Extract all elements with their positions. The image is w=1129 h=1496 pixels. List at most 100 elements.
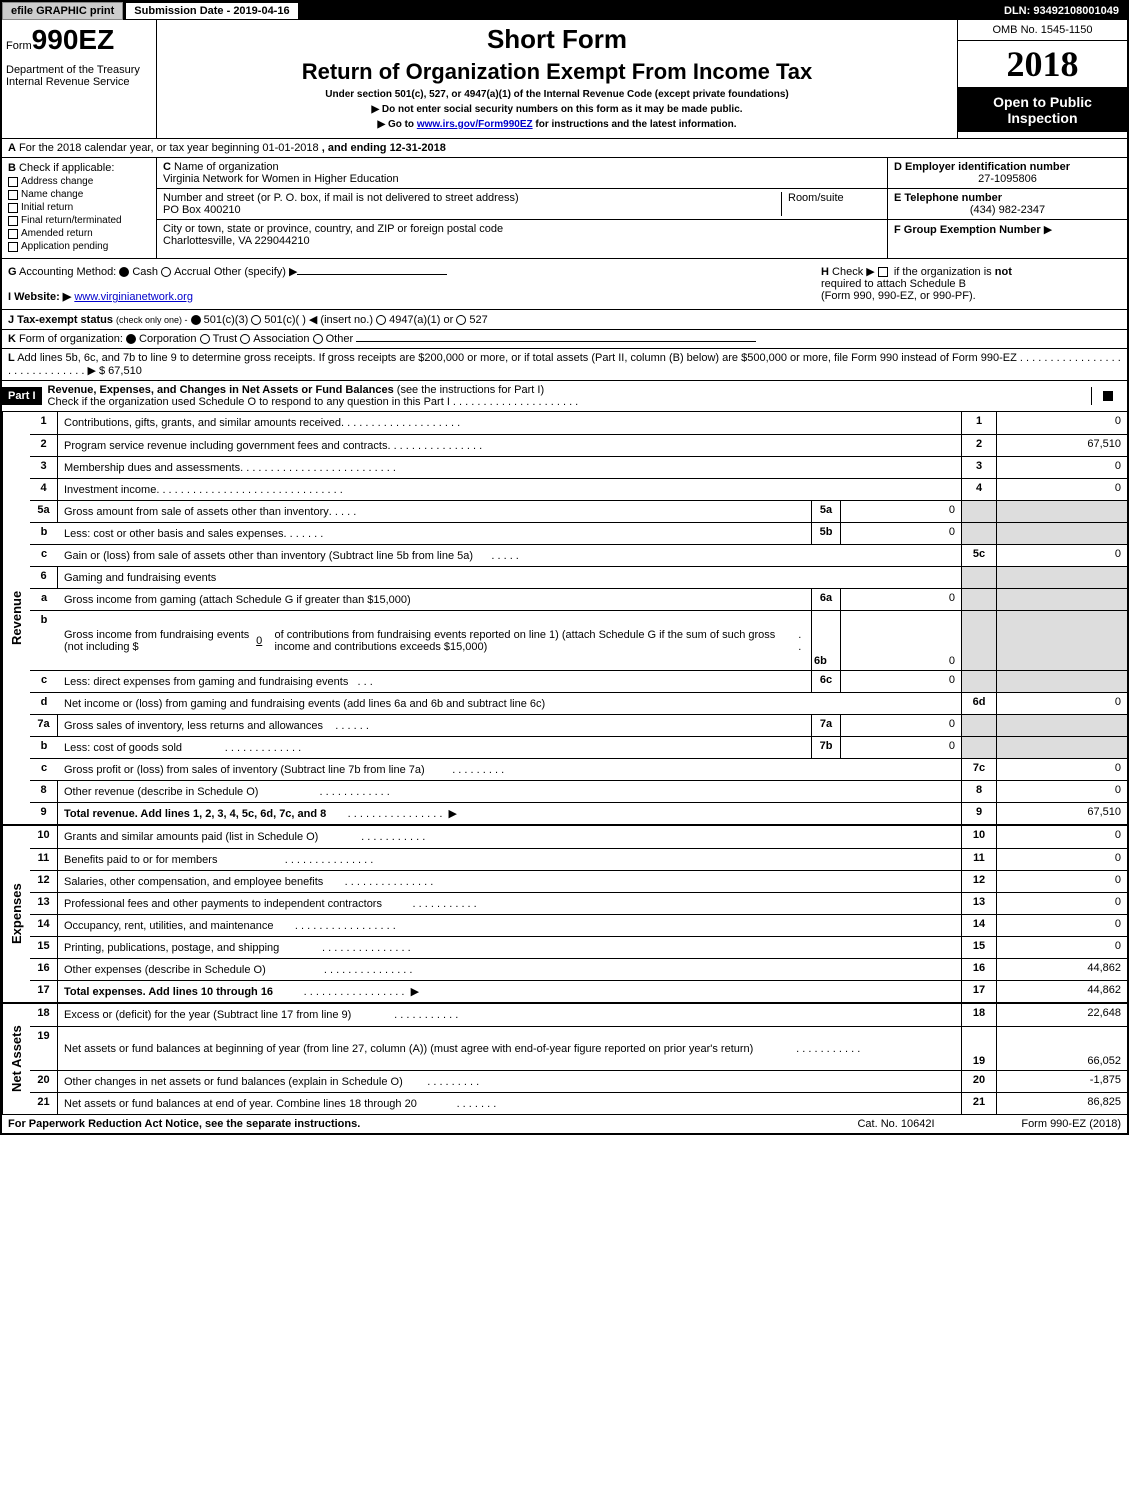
line-6b-num: b (30, 611, 58, 670)
name-change-label: Name change (21, 189, 83, 200)
line-3-rnum: 3 (961, 457, 997, 478)
amended-return-label: Amended return (21, 228, 93, 239)
line-12-num: 12 (30, 871, 58, 892)
j-527-radio[interactable] (456, 315, 466, 325)
line-6c-shaded-val (997, 671, 1127, 692)
final-return-checkbox[interactable] (8, 216, 18, 226)
line-7b-shaded (961, 737, 997, 758)
submission-date: Submission Date - 2019-04-16 (125, 2, 298, 20)
line-6b-shaded-val (997, 611, 1127, 670)
line-21-desc: Net assets or fund balances at end of ye… (58, 1093, 961, 1114)
line-7b-inum: 7b (811, 737, 841, 758)
address-change-label: Address change (21, 176, 93, 187)
header-left: Form990EZ Department of the Treasury Int… (2, 20, 157, 138)
section-c: C Name of organization Virginia Network … (157, 158, 887, 258)
k-assoc-radio[interactable] (240, 334, 250, 344)
part-i-label: Part I (2, 387, 42, 405)
line-6b-desc: Gross income from fundraising events (no… (58, 611, 811, 670)
line-5c-desc: Gain or (loss) from sale of assets other… (58, 545, 961, 566)
k-trust-label: Trust (213, 333, 238, 345)
line-21-rnum: 21 (961, 1093, 997, 1114)
line-17-rnum: 17 (961, 981, 997, 1002)
line-6c-ival: 0 (841, 671, 961, 692)
line-5b-shaded (961, 523, 997, 544)
section-g-label: G (8, 266, 17, 278)
omb-number: OMB No. 1545-1150 (958, 20, 1127, 41)
line-5a-inum: 5a (811, 501, 841, 522)
line-5a-shaded-val (997, 501, 1127, 522)
application-pending-checkbox[interactable] (8, 242, 18, 252)
line-14-val: 0 (997, 915, 1127, 936)
k-other-input[interactable] (356, 341, 756, 342)
top-bar: efile GRAPHIC print Submission Date - 20… (2, 2, 1127, 20)
h-not: not (995, 266, 1012, 278)
j-4947-radio[interactable] (376, 315, 386, 325)
j-4947-label: 4947(a)(1) or (389, 314, 453, 326)
city: Charlottesville, VA 229044210 (163, 235, 310, 247)
part-i-checkbox[interactable] (1103, 391, 1113, 401)
section-a: A For the 2018 calendar year, or tax yea… (2, 139, 1127, 158)
initial-return-checkbox[interactable] (8, 203, 18, 213)
line-1-num: 1 (30, 412, 58, 434)
line-4-desc: Investment income . . . . . . . . . . . … (58, 479, 961, 500)
line-6a-ival: 0 (841, 589, 961, 610)
line-10-num: 10 (30, 826, 58, 848)
cash-radio[interactable] (119, 267, 129, 277)
website-link[interactable]: www.virginianetwork.org (74, 291, 193, 303)
j-501c3-radio[interactable] (191, 315, 201, 325)
footer-paperwork: For Paperwork Reduction Act Notice, see … (8, 1118, 821, 1130)
section-bcd-row: B Check if applicable: Address change Na… (2, 158, 1127, 259)
efile-print-button[interactable]: efile GRAPHIC print (2, 2, 123, 20)
header-right: OMB No. 1545-1150 2018 Open to Public In… (957, 20, 1127, 138)
part-i-checknote: Check if the organization used Schedule … (48, 396, 450, 408)
address-change-checkbox[interactable] (8, 177, 18, 187)
accrual-radio[interactable] (161, 267, 171, 277)
line-17-val: 44,862 (997, 981, 1127, 1002)
line-5c-rnum: 5c (961, 545, 997, 566)
line-6c-shaded (961, 671, 997, 692)
line-12-val: 0 (997, 871, 1127, 892)
k-corp-label: Corporation (139, 333, 196, 345)
line-5b-desc: Less: cost or other basis and sales expe… (58, 523, 811, 544)
line-7b-ival: 0 (841, 737, 961, 758)
irs-label: Internal Revenue Service (6, 76, 152, 88)
line-5a-desc: Gross amount from sale of assets other t… (58, 501, 811, 522)
line-7c-num: c (30, 759, 58, 780)
line-3-num: 3 (30, 457, 58, 478)
form-number: 990EZ (32, 24, 115, 55)
footer-catno: Cat. No. 10642I (821, 1118, 971, 1130)
name-change-checkbox[interactable] (8, 190, 18, 200)
irs-link[interactable]: www.irs.gov/Form990EZ (417, 119, 533, 130)
line-15-val: 0 (997, 937, 1127, 958)
other-input[interactable] (297, 274, 447, 275)
line-19-num: 19 (30, 1027, 58, 1070)
k-corp-radio[interactable] (126, 334, 136, 344)
return-title: Return of Organization Exempt From Incom… (165, 59, 949, 85)
line-6d-rnum: 6d (961, 693, 997, 714)
ein: 27-1095806 (894, 173, 1121, 185)
j-501c-radio[interactable] (251, 315, 261, 325)
h-checkbox[interactable] (878, 267, 888, 277)
k-trust-radio[interactable] (200, 334, 210, 344)
section-i-label: I Website: ▶ (8, 291, 71, 303)
k-other-radio[interactable] (313, 334, 323, 344)
line-6-shaded-val (997, 567, 1127, 588)
line-7a-inum: 7a (811, 715, 841, 736)
footer-formno: Form 990-EZ (2018) (971, 1118, 1121, 1130)
line-13-val: 0 (997, 893, 1127, 914)
line-16-val: 44,862 (997, 959, 1127, 980)
line-7c-val: 0 (997, 759, 1127, 780)
line-10-val: 0 (997, 826, 1127, 848)
revenue-section: Revenue 1Contributions, gifts, grants, a… (2, 412, 1127, 824)
section-b-text: Check if applicable: (19, 162, 114, 174)
part-i-subtitle: (see the instructions for Part I) (397, 384, 544, 396)
other-label: Other (specify) ▶ (214, 266, 298, 278)
amended-return-checkbox[interactable] (8, 229, 18, 239)
line-4-val: 0 (997, 479, 1127, 500)
k-other-label: Other (326, 333, 354, 345)
line-5b-inum: 5b (811, 523, 841, 544)
address: PO Box 400210 (163, 204, 241, 216)
line-7a-shaded (961, 715, 997, 736)
net-assets-sidebar: Net Assets (2, 1004, 30, 1114)
city-label: City or town, state or province, country… (163, 223, 503, 235)
